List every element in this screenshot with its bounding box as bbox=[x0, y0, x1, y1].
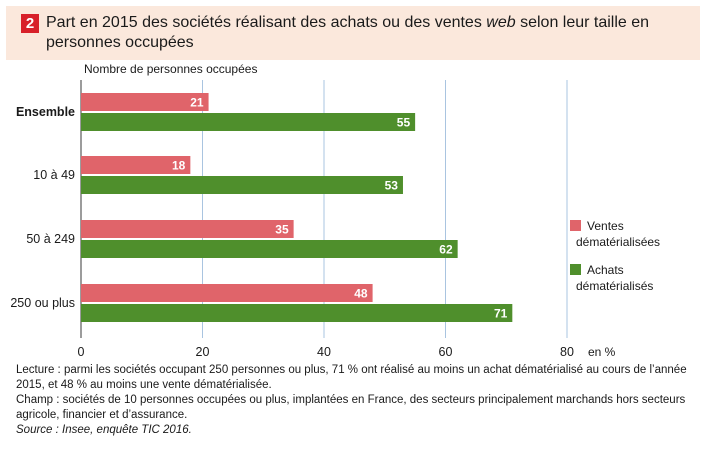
x-tick-label-80: 80 bbox=[560, 345, 574, 359]
category-label-0: Ensemble bbox=[16, 105, 75, 119]
x-tick-label-20: 20 bbox=[196, 345, 210, 359]
legend-label-achats: Achats dématérialisés bbox=[576, 263, 653, 293]
note-source: Source : Insee, enquête TIC 2016. bbox=[16, 424, 192, 436]
data-label-ventes-0: 21 bbox=[190, 96, 204, 110]
x-tick-label-60: 60 bbox=[439, 345, 453, 359]
x-tick-label-0: 0 bbox=[78, 345, 85, 359]
title-part-2: web bbox=[486, 14, 516, 31]
title-band: 2 Part en 2015 des sociétés réalisant de… bbox=[6, 6, 700, 60]
legend-label-line: dématérialisés bbox=[576, 279, 653, 293]
legend-label-line: Ventes bbox=[587, 219, 624, 233]
legend-swatch-achats bbox=[570, 264, 581, 275]
bar-ventes-2 bbox=[81, 220, 294, 238]
legend-swatch-ventes bbox=[570, 220, 581, 231]
category-label-1: 10 à 49 bbox=[33, 168, 75, 182]
bar-achats-1 bbox=[81, 176, 403, 194]
data-label-ventes-2: 35 bbox=[275, 223, 289, 237]
data-label-achats-3: 71 bbox=[494, 307, 508, 321]
x-axis-unit: en % bbox=[588, 345, 616, 359]
data-label-ventes-3: 48 bbox=[354, 287, 368, 301]
legend-label-ventes: Ventes dématérialisées bbox=[576, 219, 660, 249]
data-label-achats-2: 62 bbox=[439, 243, 453, 257]
bar-chart: Nombre de personnes occupées Ensemble 21 55… bbox=[10, 62, 660, 359]
legend-label-line: dématérialisées bbox=[576, 235, 660, 249]
category-label-2: 50 à 249 bbox=[26, 232, 75, 246]
data-label-ventes-1: 18 bbox=[172, 159, 186, 173]
note-lecture: Lecture : parmi les sociétés occupant 25… bbox=[16, 364, 687, 391]
note-champ: Champ : sociétés de 10 personnes occupée… bbox=[16, 394, 686, 421]
legend-label-line: Achats bbox=[587, 263, 624, 277]
bar-achats-3 bbox=[81, 304, 513, 322]
bar-ventes-1 bbox=[81, 156, 191, 174]
bar-ventes-3 bbox=[81, 284, 373, 302]
chart-title: Part en 2015 des sociétés réalisant des … bbox=[46, 13, 696, 53]
data-label-achats-1: 53 bbox=[385, 179, 399, 193]
bar-achats-0 bbox=[81, 113, 416, 131]
bar-ventes-0 bbox=[81, 93, 209, 111]
title-part-3: selon leur taille en personnes occupées bbox=[46, 14, 650, 51]
category-label-3: 250 ou plus bbox=[10, 296, 75, 310]
bar-achats-2 bbox=[81, 240, 458, 258]
figure-number-badge: 2 bbox=[21, 14, 39, 33]
y-axis-title: Nombre de personnes occupées bbox=[84, 62, 257, 76]
data-label-achats-0: 55 bbox=[397, 116, 411, 130]
chart-notes: Lecture : parmi les sociétés occupant 25… bbox=[16, 363, 696, 438]
title-part-1: Part en 2015 des sociétés réalisant des … bbox=[46, 14, 487, 31]
x-tick-label-40: 40 bbox=[317, 345, 331, 359]
